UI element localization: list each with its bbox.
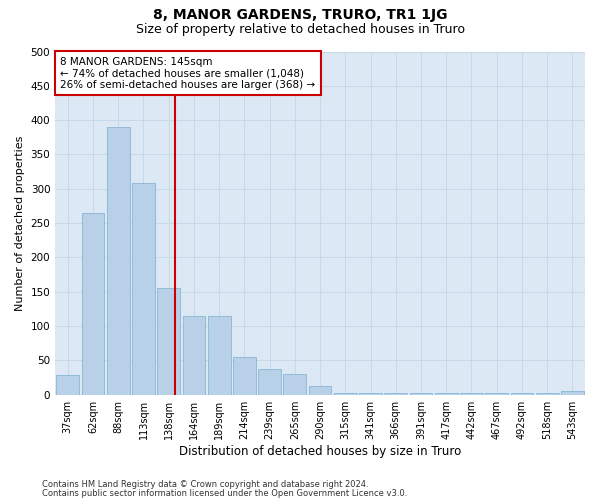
Bar <box>435 392 458 394</box>
Text: Contains public sector information licensed under the Open Government Licence v3: Contains public sector information licen… <box>42 488 407 498</box>
Bar <box>283 374 306 394</box>
Text: Size of property relative to detached houses in Truro: Size of property relative to detached ho… <box>136 22 464 36</box>
Bar <box>258 368 281 394</box>
Bar <box>561 392 584 394</box>
Text: 8, MANOR GARDENS, TRURO, TR1 1JG: 8, MANOR GARDENS, TRURO, TR1 1JG <box>153 8 447 22</box>
Bar <box>233 357 256 395</box>
Bar <box>157 288 180 395</box>
Bar <box>182 316 205 394</box>
Bar <box>410 392 433 394</box>
Bar <box>536 392 559 394</box>
Bar <box>460 392 483 394</box>
X-axis label: Distribution of detached houses by size in Truro: Distribution of detached houses by size … <box>179 444 461 458</box>
Y-axis label: Number of detached properties: Number of detached properties <box>15 136 25 311</box>
Bar <box>82 213 104 394</box>
Bar <box>334 392 356 394</box>
Bar <box>485 392 508 394</box>
Bar <box>359 392 382 394</box>
Text: 8 MANOR GARDENS: 145sqm
← 74% of detached houses are smaller (1,048)
26% of semi: 8 MANOR GARDENS: 145sqm ← 74% of detache… <box>61 56 316 90</box>
Bar <box>511 392 533 394</box>
Bar <box>385 392 407 394</box>
Bar <box>56 376 79 394</box>
Bar <box>107 127 130 394</box>
Text: Contains HM Land Registry data © Crown copyright and database right 2024.: Contains HM Land Registry data © Crown c… <box>42 480 368 489</box>
Bar <box>309 386 331 394</box>
Bar <box>132 184 155 394</box>
Bar <box>208 316 230 394</box>
